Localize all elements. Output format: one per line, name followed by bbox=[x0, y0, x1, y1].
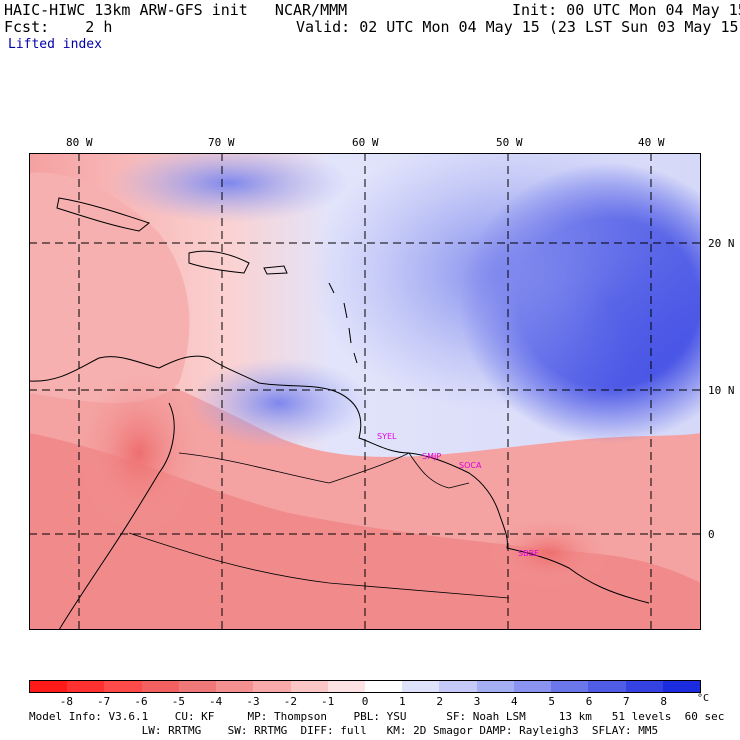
model-title: HAIC-HIWC 13km ARW-GFS init NCAR/MMM bbox=[4, 1, 348, 19]
colorbar-tick-label: 5 bbox=[548, 695, 555, 708]
coastline-lesser-antilles bbox=[328, 282, 358, 364]
colorbar-tick-label: -1 bbox=[321, 695, 335, 708]
colorbar-tick-label: 4 bbox=[511, 695, 518, 708]
footer-model-info: Model Info: V3.6.1 CU: KF MP: Thompson P… bbox=[29, 710, 725, 723]
colorbar-swatch bbox=[476, 681, 514, 692]
colorbar-unit: °C bbox=[697, 693, 710, 704]
colorbar-swatch bbox=[141, 681, 179, 692]
lon-label-40w: 40 W bbox=[638, 136, 665, 149]
colorbar-swatch bbox=[67, 681, 105, 692]
border-venezuela-guyana bbox=[328, 452, 410, 484]
colorbar-tick-label: -4 bbox=[209, 695, 223, 708]
border-guianas bbox=[408, 452, 470, 489]
field-blue-central bbox=[309, 153, 701, 413]
init-time: Init: 00 UTC Mon 04 May 15 bbox=[512, 1, 740, 19]
colorbar-swatch bbox=[551, 681, 589, 692]
map-frame bbox=[29, 153, 701, 630]
field-blue-venezuela bbox=[189, 358, 369, 448]
coastline-cuba bbox=[56, 197, 151, 232]
station-smjp: SMJP bbox=[422, 452, 442, 461]
lon-label-70w: 70 W bbox=[208, 136, 235, 149]
coastline-south-america bbox=[29, 355, 650, 604]
valid-time: Valid: 02 UTC Mon 04 May 15 (23 LST Sun … bbox=[296, 18, 740, 36]
colorbar-tick-label: 2 bbox=[436, 695, 443, 708]
colorbar-swatch bbox=[216, 681, 254, 692]
colorbar-tick-label: -3 bbox=[246, 695, 260, 708]
colorbar-swatch bbox=[290, 681, 328, 692]
lon-label-80w: 80 W bbox=[66, 136, 93, 149]
lat-label-0: 0 bbox=[708, 528, 715, 541]
coastline-puerto-rico bbox=[263, 265, 288, 275]
station-syel: SYEL bbox=[377, 432, 397, 441]
coastline-hispaniola bbox=[188, 250, 250, 274]
colorbar-tick-label: -8 bbox=[59, 695, 73, 708]
colorbar bbox=[29, 680, 701, 693]
colorbar-swatch bbox=[30, 681, 68, 692]
lat-lon-grid bbox=[29, 153, 701, 630]
colorbar-swatch bbox=[439, 681, 477, 692]
field-red-amazon bbox=[489, 518, 609, 588]
colorbar-tick-label: 7 bbox=[623, 695, 630, 708]
colorbar-swatch bbox=[625, 681, 663, 692]
field-blue-north bbox=[109, 153, 349, 223]
colorbar-tick-label: 3 bbox=[473, 695, 481, 708]
colorbar-swatch bbox=[402, 681, 440, 692]
lon-label-50w: 50 W bbox=[496, 136, 523, 149]
colorbar-tick-label: 6 bbox=[585, 695, 593, 708]
field-red-west bbox=[29, 172, 190, 403]
colorbar-tick-label: 8 bbox=[660, 695, 667, 708]
colorbar-swatch bbox=[104, 681, 142, 692]
colorbar-swatch bbox=[364, 681, 403, 692]
colorbar-tick-label: 0 bbox=[361, 695, 369, 708]
colorbar-swatch bbox=[178, 681, 217, 692]
lon-label-60w: 60 W bbox=[352, 136, 379, 149]
station-soca: SOCA bbox=[459, 461, 482, 470]
colorbar-swatch bbox=[253, 681, 291, 692]
forecast-hour: Fcst: 2 h bbox=[4, 18, 113, 36]
colorbar-tick-label: -2 bbox=[283, 695, 297, 708]
colorbar-tick-label: -5 bbox=[171, 695, 185, 708]
colorbar-tick-label: -6 bbox=[134, 695, 148, 708]
station-sbbe: SBBE bbox=[518, 549, 540, 558]
lat-label-10n: 10 N bbox=[708, 384, 735, 397]
footer-physics: LW: RRTMG SW: RRTMG DIFF: full KM: 2D Sm… bbox=[29, 724, 659, 737]
colorbar-swatch bbox=[588, 681, 626, 692]
colorbar-swatch bbox=[662, 681, 700, 692]
lat-label-20n: 20 N bbox=[708, 237, 735, 250]
border-colombia-venezuela bbox=[178, 452, 330, 484]
colorbar-swatch bbox=[513, 681, 552, 692]
field-name: Lifted index bbox=[8, 37, 102, 52]
colorbar-tick-label: 1 bbox=[399, 695, 406, 708]
colorbar-swatch bbox=[327, 681, 365, 692]
country-borders bbox=[128, 452, 510, 599]
colorbar-tick-label: -7 bbox=[97, 695, 111, 708]
lifted-index-map bbox=[29, 153, 701, 630]
field-red-colombia bbox=[79, 373, 199, 533]
border-brazil-north bbox=[128, 532, 510, 599]
